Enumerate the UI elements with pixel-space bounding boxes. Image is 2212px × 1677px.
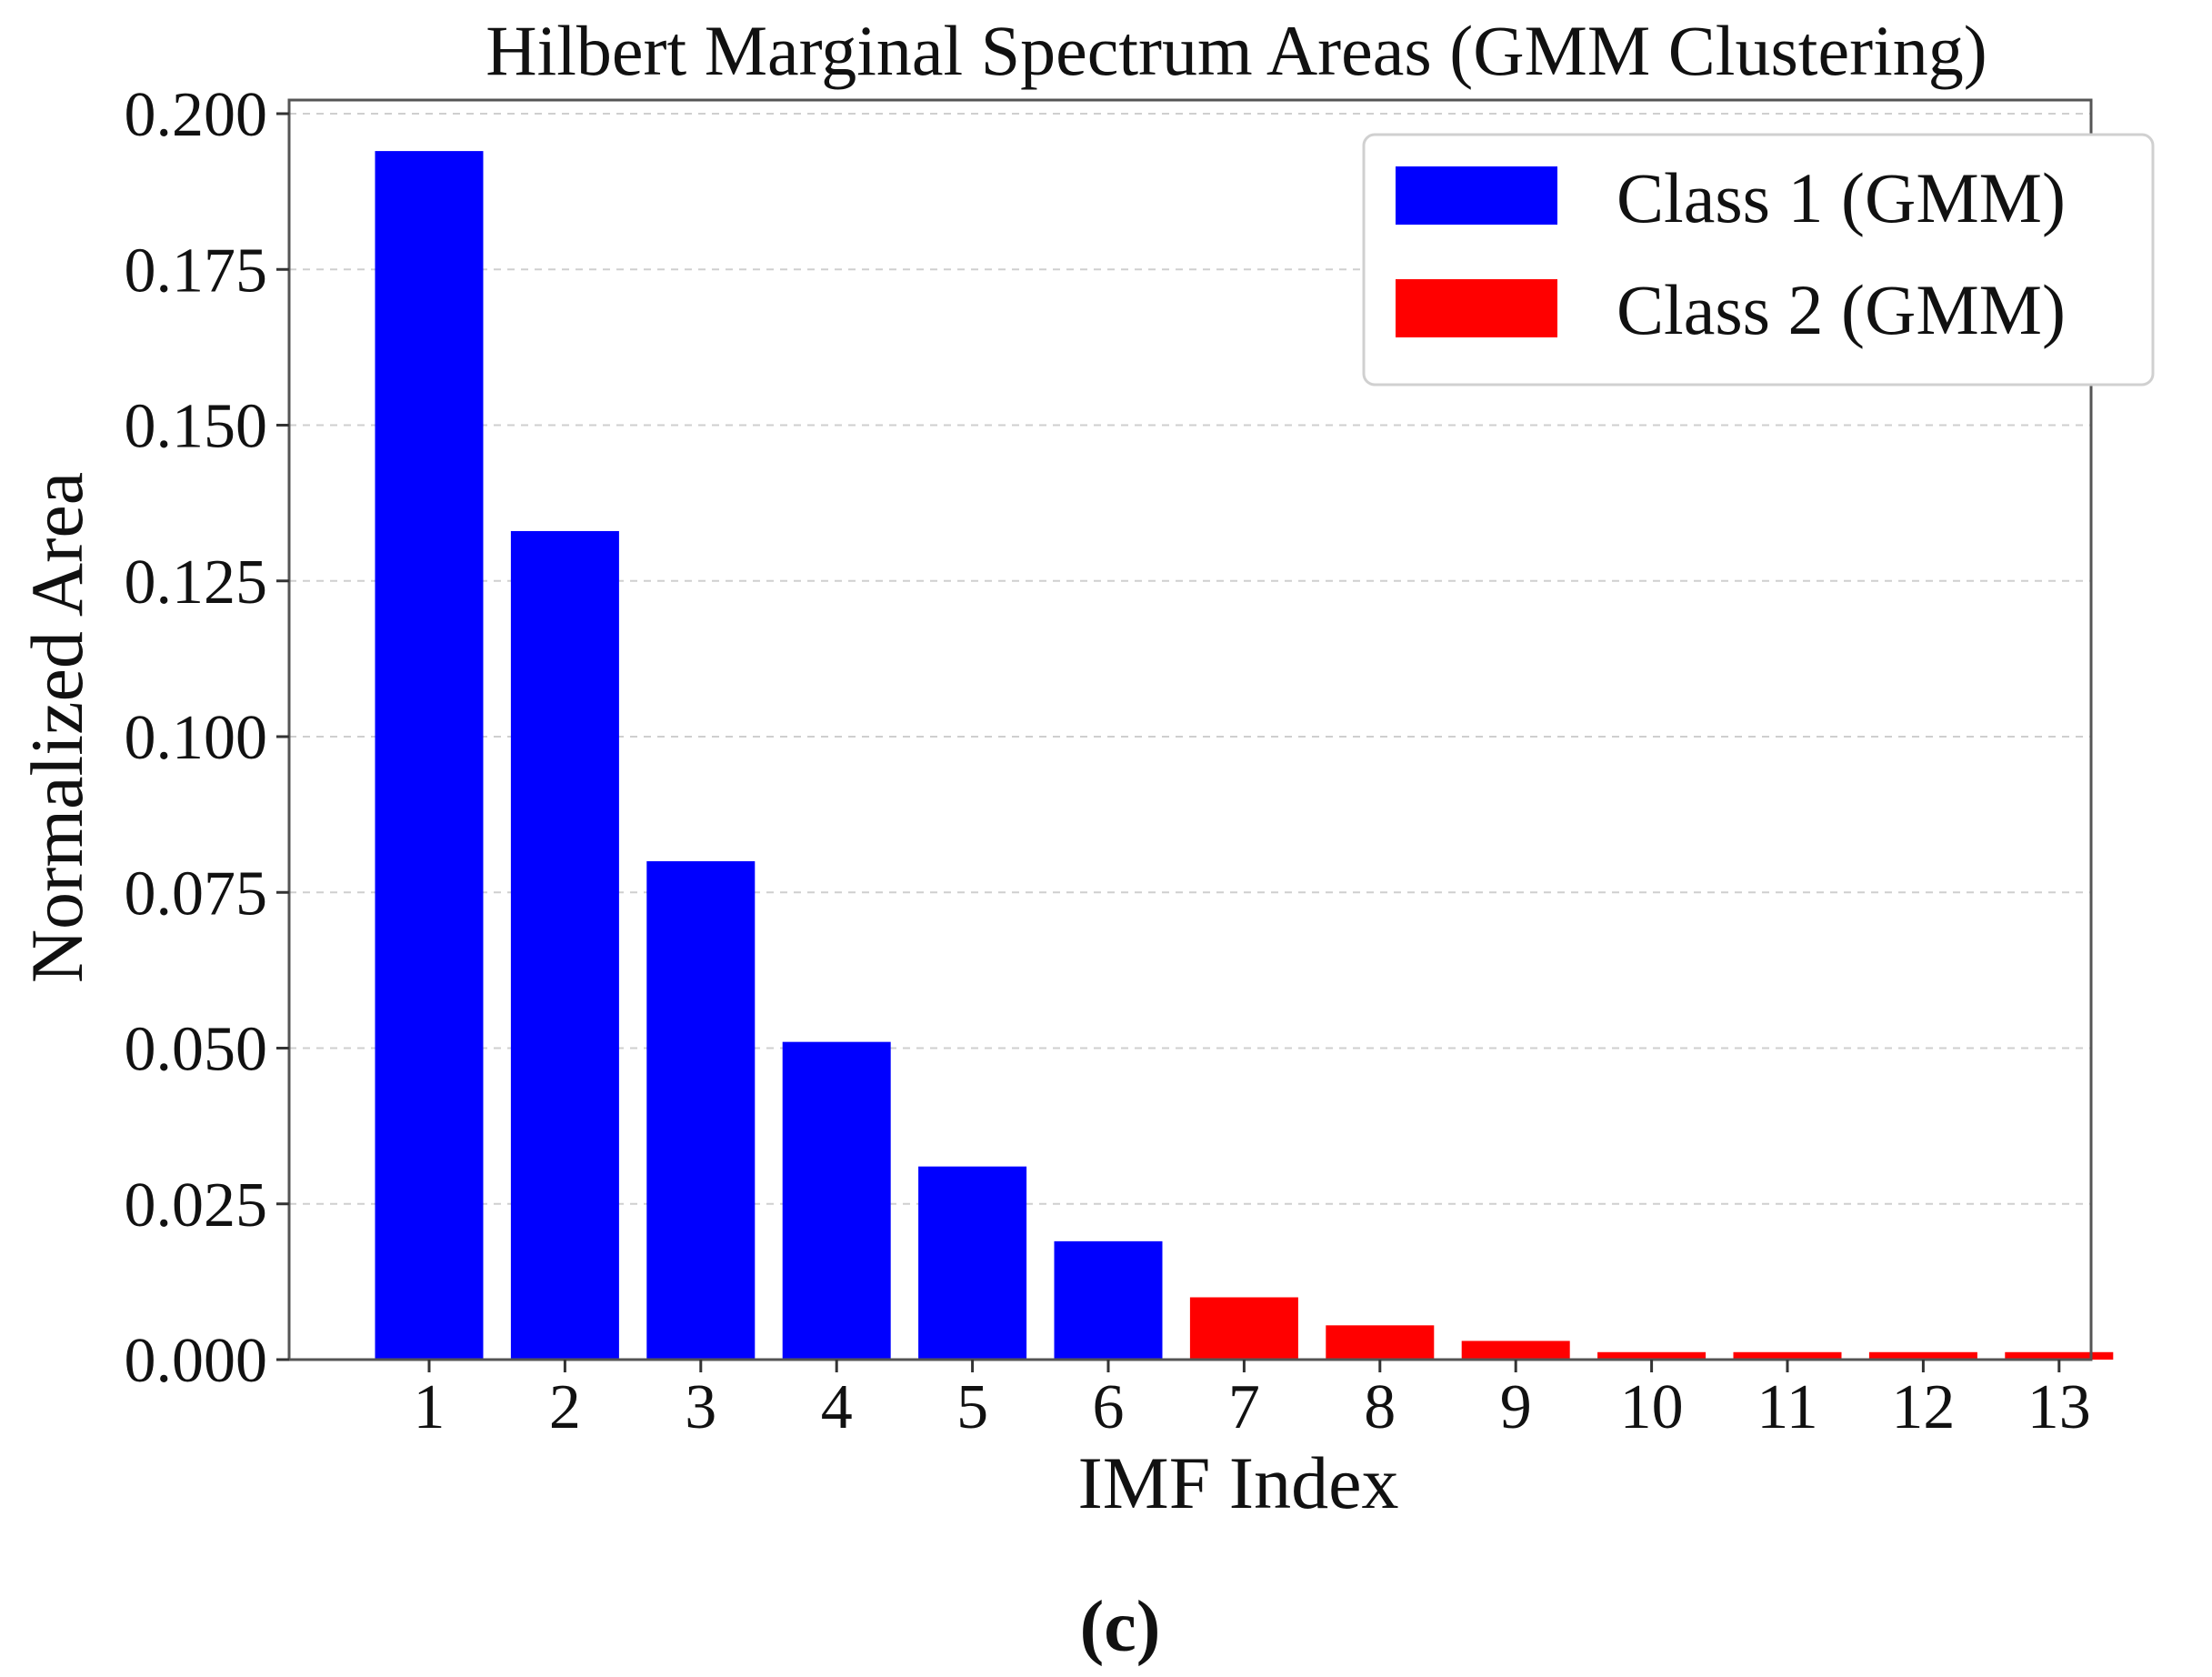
bar-imf-8 (1326, 1325, 1435, 1360)
bar-imf-9 (1461, 1341, 1570, 1360)
bar-imf-3 (646, 861, 756, 1360)
legend-swatch-class-2 (1396, 279, 1557, 337)
bar-imf-7 (1189, 1297, 1298, 1360)
legend-label-class-1: Class 1 (GMM) (1616, 158, 2066, 237)
figure-caption: (c) (1080, 1587, 1161, 1667)
x-tick-label: 3 (685, 1372, 716, 1442)
bar-imf-2 (510, 530, 619, 1360)
bar-imf-13 (2005, 1351, 2114, 1360)
x-tick-label: 8 (1364, 1372, 1396, 1442)
legend-swatch-class-1 (1396, 166, 1557, 225)
x-tick-label: 6 (1093, 1372, 1125, 1442)
x-tick-label: 2 (549, 1372, 581, 1442)
y-tick-label: 0.175 (125, 236, 268, 306)
x-tick-label: 13 (2027, 1372, 2091, 1442)
y-tick-label: 0.050 (125, 1015, 268, 1085)
x-tick-label: 11 (1757, 1372, 1817, 1442)
bar-imf-6 (1054, 1240, 1163, 1360)
legend-box (1362, 133, 2155, 387)
bar-imf-12 (1868, 1351, 1977, 1360)
y-tick-label: 0.150 (125, 392, 268, 462)
bar-imf-5 (918, 1166, 1027, 1360)
bars (375, 151, 2114, 1361)
x-tick-label: 7 (1228, 1372, 1260, 1442)
y-tick-label: 0.025 (125, 1170, 268, 1240)
x-tick-label: 10 (1620, 1372, 1684, 1442)
bar-imf-10 (1597, 1351, 1707, 1360)
plot-frame (287, 98, 2093, 1361)
x-axis-label: IMF Index (1077, 1441, 1398, 1524)
legend-label-class-2: Class 2 (GMM) (1616, 270, 2066, 349)
bar-imf-1 (375, 151, 484, 1361)
chart-title: Hilbert Marginal Spectrum Areas (GMM Clu… (485, 11, 1987, 90)
x-tick-label: 9 (1500, 1372, 1532, 1442)
legend: Class 1 (GMM) Class 2 (GMM) (1362, 133, 2155, 387)
y-tick-label: 0.100 (125, 703, 268, 773)
x-tick-label: 4 (821, 1372, 853, 1442)
y-axis-label: Normalized Area (15, 472, 98, 983)
y-tick-label: 0.200 (125, 80, 268, 150)
bar-imf-11 (1733, 1351, 1842, 1360)
y-tick-label: 0.000 (125, 1326, 268, 1396)
y-tick-label: 0.125 (125, 547, 268, 618)
x-tick-label: 1 (414, 1372, 445, 1442)
y-axis-ticks: 0.000 0.025 0.050 0.075 0.100 0.125 0.150 0.175… (125, 80, 289, 1396)
x-axis-ticks: 1 2 3 4 5 6 7 8 9 10 11 12 13 (414, 1360, 2091, 1442)
x-tick-label: 12 (1891, 1372, 1955, 1442)
y-tick-label: 0.075 (125, 859, 268, 929)
x-tick-label: 5 (956, 1372, 988, 1442)
bar-imf-4 (782, 1041, 891, 1360)
